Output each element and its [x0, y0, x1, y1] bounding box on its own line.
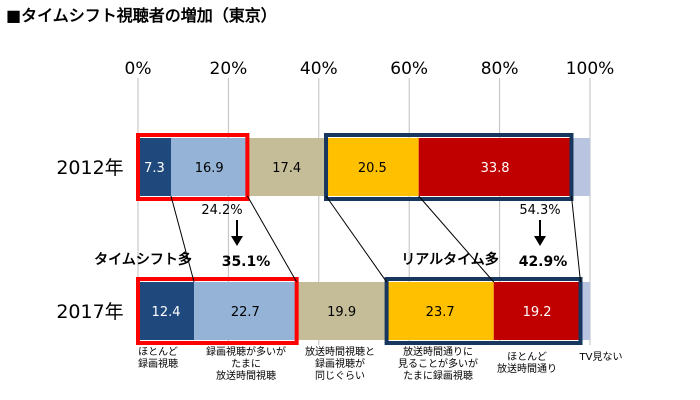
axis-tick-label: 100%: [566, 59, 615, 79]
bar-segment: [493, 282, 581, 340]
data-label: 23.7: [426, 305, 455, 320]
data-label: 33.8: [481, 161, 510, 176]
axis-tick-label: 80%: [481, 59, 519, 79]
bar-segment: [170, 138, 248, 196]
data-label: 20.5: [358, 161, 387, 176]
connector-line: [570, 195, 582, 283]
timeshift-2012-value: 24.2%: [201, 203, 242, 218]
axis-tick-label: 40%: [300, 59, 338, 79]
category-label: 2012年: [56, 157, 123, 179]
connector-line: [246, 195, 298, 283]
data-label: 19.2: [523, 305, 552, 320]
bar-segment: [580, 282, 590, 340]
bar-segment: [194, 282, 297, 340]
axis-tick-label: 0%: [125, 59, 152, 79]
timeshift-2017-value: 35.1%: [222, 254, 271, 270]
timeshift-label: タイムシフト多: [94, 251, 192, 268]
data-label: 16.9: [195, 161, 224, 176]
bar-segment: [138, 138, 171, 196]
chart-title: ■タイムシフト視聴者の増加（東京）: [6, 6, 277, 25]
legend-label: 放送時間通りに見ることが多いがたまに録画視聴: [398, 345, 478, 382]
axis-tick-label: 20%: [210, 59, 248, 79]
category-label: 2017年: [56, 301, 123, 323]
data-label: 19.9: [327, 305, 356, 320]
realtime-label: リアルタイム多: [401, 251, 499, 268]
data-label: 22.7: [231, 305, 260, 320]
legend-label: TV見ない: [579, 351, 623, 363]
realtime-arrow-head: [534, 236, 546, 246]
bar-segment: [571, 138, 590, 196]
legend-label: ほとんど放送時間通り: [497, 351, 557, 375]
realtime-highlight-box: [384, 277, 583, 345]
realtime-highlight-box: [324, 133, 574, 201]
timeshift-arrow-head: [231, 236, 243, 246]
realtime-2017-value: 42.9%: [519, 254, 568, 270]
bar-segment: [386, 282, 494, 340]
axis-tick-label: 60%: [390, 59, 428, 79]
legend-label: 放送時間視聴と録画視聴が同じぐらい: [305, 345, 375, 382]
bar-segment: [247, 138, 327, 196]
connector-line: [325, 195, 388, 283]
connector-line: [170, 195, 195, 283]
bar-segment: [418, 138, 572, 196]
timeshift-highlight-box: [136, 133, 250, 201]
connector-line: [418, 195, 495, 283]
bar-segment: [326, 138, 419, 196]
bar-segment: [138, 282, 195, 340]
data-label: 17.4: [272, 161, 301, 176]
data-label: 12.4: [152, 305, 181, 320]
realtime-2012-value: 54.3%: [519, 203, 560, 218]
timeshift-highlight-box: [136, 277, 299, 345]
bar-segment: [296, 282, 387, 340]
data-label: 7.3: [144, 161, 165, 176]
legend-label: ほとんど録画視聴: [138, 346, 178, 370]
legend-label: 録画視聴が多いがたまに放送時間視聴: [206, 345, 286, 382]
